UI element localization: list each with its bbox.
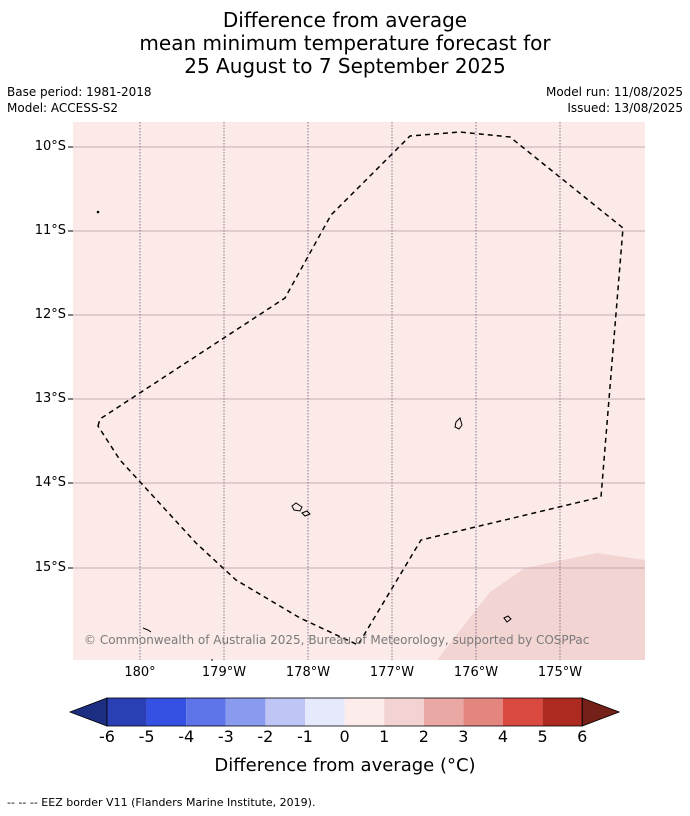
colorbar-segment — [344, 698, 385, 726]
colorbar-segment — [186, 698, 226, 726]
colorbar-tick-label: 3 — [458, 727, 469, 746]
lat-label-12s: 12°S — [34, 307, 66, 322]
islands — [96, 210, 512, 661]
colorbar-tick-label: 2 — [418, 727, 429, 746]
colorbar-tick-label: 5 — [537, 727, 548, 746]
chart-title-line-3: 25 August to 7 September 2025 — [184, 54, 506, 78]
lon-label-179w: 179°W — [201, 665, 247, 680]
chart-title-line-2: mean minimum temperature forecast for — [139, 31, 551, 55]
colorbar-tick-label: 4 — [497, 727, 509, 746]
colorbar — [68, 697, 621, 727]
colorbar-tick-label: -4 — [178, 727, 195, 746]
colorbar-extend-low — [68, 697, 108, 727]
colorbar-segment — [305, 698, 345, 726]
model-text: Model: ACCESS-S2 — [7, 101, 119, 115]
colorbar-tick-label: -5 — [138, 727, 155, 746]
colorbar-segment — [423, 698, 464, 726]
longitude-gridlines — [139, 122, 561, 660]
island-futuna — [291, 502, 303, 512]
issued-text: Issued: 13/08/2025 — [567, 101, 683, 115]
colorbar-segment — [146, 698, 187, 726]
base-period-text: Base period: 1981-2018 — [7, 85, 152, 99]
lat-label-11s: 11°S — [34, 223, 66, 238]
colorbar-segment — [503, 698, 543, 726]
colorbar-tick-label: 0 — [339, 727, 350, 746]
copyright-notice: © Commonwealth of Australia 2025, Bureau… — [84, 633, 590, 647]
island-dot — [96, 210, 100, 214]
colorbar-tick-label: -3 — [217, 727, 234, 746]
lon-label-177w: 177°W — [369, 665, 415, 680]
colorbar-tick-label: -1 — [297, 727, 313, 746]
lon-label-176w: 176°W — [453, 665, 499, 680]
colorbar-segment — [384, 698, 424, 726]
lat-label-10s: 10°S — [34, 139, 66, 154]
colorbar-segment — [265, 698, 305, 726]
eez-legend-note: -- -- -- EEZ border V11 (Flanders Marine… — [7, 796, 316, 809]
lon-label-178w: 178°W — [285, 665, 331, 680]
warm-anomaly-patch — [437, 553, 645, 660]
lat-label-14s: 14°S — [34, 475, 66, 490]
colorbar-tick-label: -2 — [257, 727, 274, 746]
colorbar-segment — [542, 698, 583, 726]
lon-label-180: 180° — [124, 665, 156, 680]
island-alofi — [301, 510, 311, 517]
colorbar-segment — [225, 698, 266, 726]
colorbar-extend-high — [581, 697, 621, 727]
colorbar-segment — [107, 698, 147, 726]
colorbar-title: Difference from average (°C) — [214, 755, 476, 776]
island-niuafoou — [503, 615, 512, 623]
chart-title-line-1: Difference from average — [222, 8, 468, 32]
island-wallis — [454, 417, 463, 430]
colorbar-tick-label: 1 — [379, 727, 390, 746]
colorbar-segment — [463, 698, 503, 726]
model-run-text: Model run: 11/08/2025 — [545, 85, 683, 99]
colorbar-outline — [106, 697, 583, 727]
lon-label-175w: 175°W — [537, 665, 583, 680]
colorbar-tick-label: -6 — [99, 727, 115, 746]
island-fragment — [142, 627, 152, 633]
latitude-gridlines — [73, 146, 645, 569]
colorbar-tick-label: 6 — [577, 727, 588, 746]
eez-border — [97, 131, 624, 646]
lat-label-15s: 15°S — [34, 560, 66, 575]
axis-ticks — [68, 146, 73, 569]
lat-label-13s: 13°S — [34, 391, 66, 406]
